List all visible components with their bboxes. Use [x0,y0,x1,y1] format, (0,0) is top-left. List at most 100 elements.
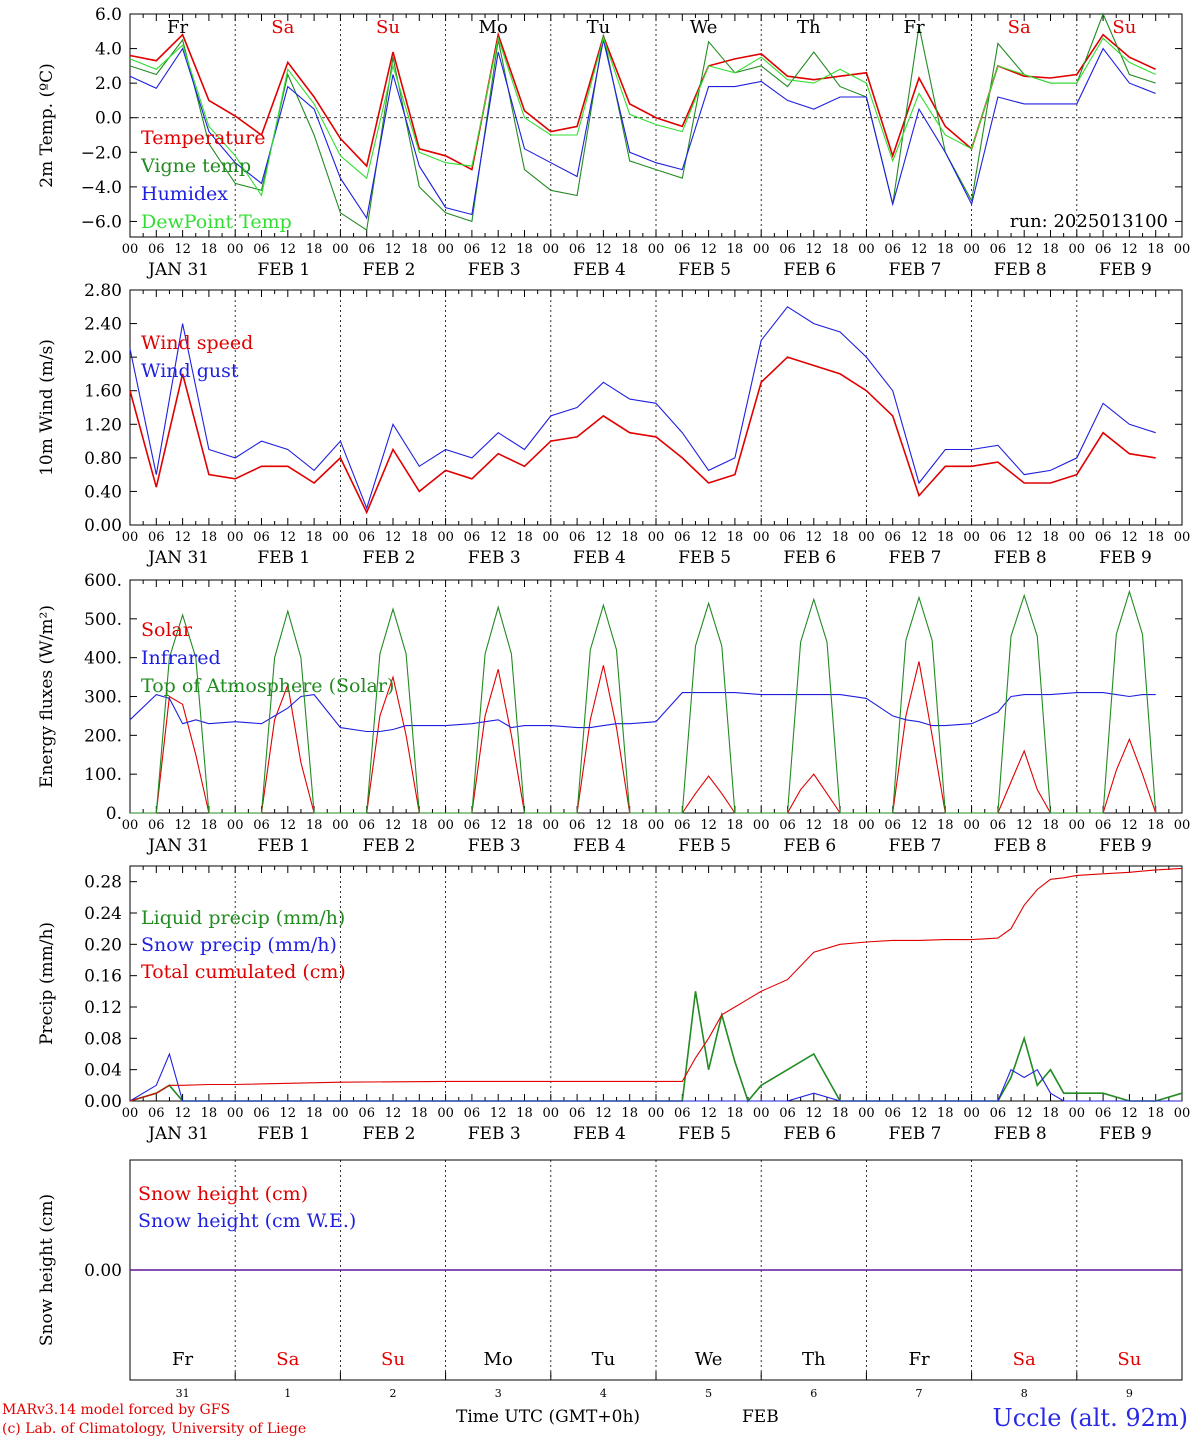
hour-label: 18 [306,242,323,257]
bottom-day-number: 2 [390,1387,397,1400]
hour-label: 00 [963,242,980,257]
date-label: FEB 4 [573,548,626,568]
y-tick-label: 0.00 [84,1261,122,1281]
model-credit: MARv3.14 model forced by GFS [2,1402,231,1418]
top-day-name: Mo [479,17,508,38]
y-tick-label: 2.00 [84,348,122,368]
series-line-0-1 [129,12,1156,232]
hour-label: 18 [411,1106,428,1121]
legend-entry: Total cumulated (cm) [141,961,346,983]
hour-label: 06 [569,242,586,257]
hour-label: 00 [963,530,980,545]
hour-label: 00 [332,530,349,545]
date-label: FEB 7 [889,548,942,568]
hour-label: 12 [806,530,823,545]
y-tick-label: 2.40 [84,315,122,335]
hour-label: 18 [621,818,638,833]
hour-label: 12 [174,242,191,257]
y-tick-label: 0.28 [84,873,122,893]
legend-entry: Infrared [141,647,221,669]
hour-label: 06 [148,818,165,833]
hour-label: 12 [700,530,717,545]
hour-label: 06 [253,530,270,545]
hour-label: 00 [122,242,139,257]
date-label: JAN 31 [146,260,209,280]
y-tick-label: 0.0 [95,109,122,129]
hour-label: 12 [1121,530,1138,545]
legend-entry: Temperature [141,127,265,149]
y-axis-label: Precip (mm/h) [37,922,57,1045]
hour-label: 00 [543,242,560,257]
hour-label: 12 [174,1106,191,1121]
y-axis-label: 10m Wind (m/s) [37,339,57,476]
legend-entry: Wind speed [141,332,253,354]
y-tick-label: 0.16 [84,967,122,987]
hour-label: 18 [516,242,533,257]
date-label: JAN 31 [146,548,209,568]
hour-label: 18 [201,242,218,257]
hour-label: 12 [911,530,928,545]
bottom-day-name: Mo [484,1349,513,1370]
hour-label: 12 [1016,1106,1033,1121]
hour-label: 00 [543,530,560,545]
hour-label: 00 [437,242,454,257]
date-label: FEB 3 [468,836,521,856]
hour-label: 12 [806,818,823,833]
y-tick-label: 0. [106,804,122,824]
date-label: JAN 31 [146,836,209,856]
hour-label: 18 [1147,530,1164,545]
hour-label: 00 [753,1106,770,1121]
run-annotation: run: 2025013100 [1010,211,1168,232]
hour-label: 06 [990,818,1007,833]
y-tick-label: −4.0 [81,178,122,198]
date-label: FEB 7 [889,1124,942,1144]
hour-label: 06 [884,1106,901,1121]
hour-label: 00 [648,1106,665,1121]
hour-label: 12 [1121,242,1138,257]
date-label: FEB 9 [1099,836,1152,856]
hour-label: 00 [1174,1106,1191,1121]
hour-label: 12 [595,242,612,257]
y-tick-label: 0.12 [84,998,122,1018]
month-label: FEB [742,1407,779,1427]
hour-label: 06 [358,1106,375,1121]
date-label: FEB 1 [257,548,310,568]
hour-label: 06 [779,818,796,833]
y-tick-label: 1.20 [84,415,122,435]
hour-label: 12 [385,818,402,833]
date-label: JAN 31 [146,1124,209,1144]
hour-label: 00 [648,242,665,257]
hour-label: 06 [884,530,901,545]
hour-label: 12 [911,818,928,833]
hour-label: 12 [385,242,402,257]
hour-label: 12 [700,818,717,833]
y-tick-label: 0.40 [84,482,122,502]
y-tick-label: 1.60 [84,382,122,402]
hour-label: 06 [990,242,1007,257]
hour-label: 18 [621,242,638,257]
hour-label: 12 [1016,530,1033,545]
date-label: FEB 8 [994,1124,1047,1144]
hour-label: 06 [358,818,375,833]
hour-label: 06 [1095,242,1112,257]
hour-label: 18 [1042,818,1059,833]
legend-entry: Humidex [141,183,228,205]
hour-label: 00 [1069,242,1086,257]
series-line-2-2 [130,589,1157,814]
date-label: FEB 3 [468,260,521,280]
date-label: FEB 9 [1099,1124,1152,1144]
date-label: FEB 7 [889,260,942,280]
date-label: FEB 2 [363,836,416,856]
bottom-day-name: We [695,1349,723,1370]
hour-label: 06 [253,1106,270,1121]
y-tick-label: 6.0 [95,5,122,25]
series-line-3-1 [129,1052,1182,1102]
hour-label: 18 [832,530,849,545]
hour-label: 00 [1174,818,1191,833]
hour-label: 18 [937,530,954,545]
hour-label: 12 [700,1106,717,1121]
date-label: FEB 5 [678,836,731,856]
bottom-day-name: Tu [592,1349,616,1370]
y-tick-label: 0.04 [84,1061,122,1081]
series-line-2-1 [129,692,1156,733]
